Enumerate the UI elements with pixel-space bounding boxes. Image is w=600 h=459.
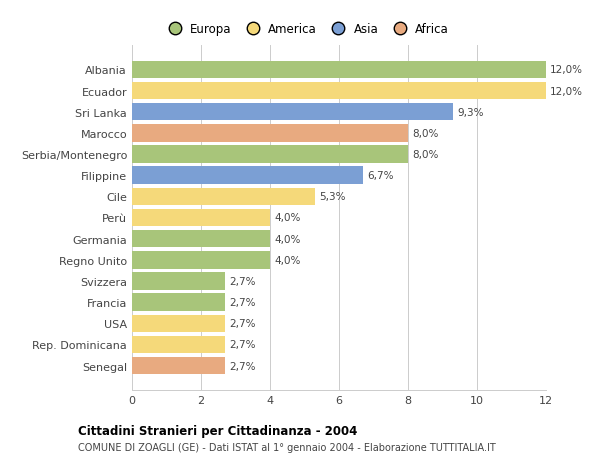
Bar (132, 83, 546, 100)
Text: 6,7%: 6,7% (367, 171, 394, 181)
Bar (132, 167, 363, 185)
Bar (132, 252, 270, 269)
Bar (132, 230, 270, 248)
Text: 12,0%: 12,0% (550, 65, 583, 75)
Text: 4,0%: 4,0% (274, 234, 301, 244)
Text: 9,3%: 9,3% (457, 107, 484, 118)
Bar (132, 273, 225, 290)
Text: 8,0%: 8,0% (412, 150, 439, 160)
Bar (132, 209, 270, 227)
Bar (132, 336, 225, 353)
Bar (132, 125, 408, 142)
Bar (132, 146, 408, 163)
Bar (132, 315, 225, 332)
Text: 2,7%: 2,7% (229, 276, 256, 286)
Bar (132, 104, 453, 121)
Bar (132, 357, 225, 375)
Text: 2,7%: 2,7% (229, 340, 256, 350)
Bar (132, 188, 315, 206)
Text: COMUNE DI ZOAGLI (GE) - Dati ISTAT al 1° gennaio 2004 - Elaborazione TUTTITALIA.: COMUNE DI ZOAGLI (GE) - Dati ISTAT al 1°… (78, 442, 496, 452)
Bar (132, 62, 546, 79)
Text: 8,0%: 8,0% (412, 129, 439, 139)
Text: Cittadini Stranieri per Cittadinanza - 2004: Cittadini Stranieri per Cittadinanza - 2… (78, 424, 358, 437)
Bar (132, 294, 225, 311)
Text: 4,0%: 4,0% (274, 213, 301, 223)
Text: 2,7%: 2,7% (229, 361, 256, 371)
Text: 12,0%: 12,0% (550, 86, 583, 96)
Text: 2,7%: 2,7% (229, 297, 256, 308)
Text: 4,0%: 4,0% (274, 255, 301, 265)
Legend: Europa, America, Asia, Africa: Europa, America, Asia, Africa (161, 21, 451, 39)
Text: 2,7%: 2,7% (229, 319, 256, 329)
Text: 5,3%: 5,3% (319, 192, 346, 202)
